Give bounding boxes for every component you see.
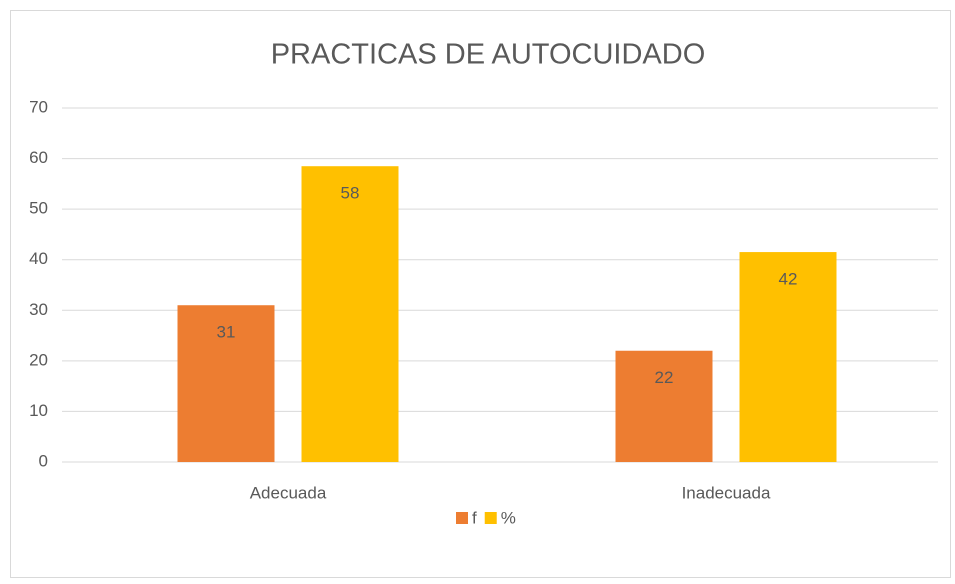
y-tick-label: 20 [29, 350, 48, 369]
bar [739, 252, 837, 462]
y-tick-label: 40 [29, 249, 48, 268]
legend-label: % [501, 508, 516, 527]
y-tick-label: 60 [29, 148, 48, 167]
data-label: 42 [779, 270, 798, 289]
bar [615, 350, 713, 462]
chart-title: PRACTICAS DE AUTOCUIDADO [271, 39, 706, 71]
bar [177, 305, 275, 462]
y-tick-label: 30 [29, 300, 48, 319]
y-tick-label: 0 [39, 451, 48, 470]
legend-swatch [484, 512, 497, 524]
x-tick-label: Adecuada [250, 483, 327, 502]
legend-label: f [472, 508, 477, 527]
legend-swatch [456, 512, 468, 524]
x-tick-label: Inadecuada [682, 483, 771, 502]
data-label: 22 [655, 368, 674, 387]
y-tick-label: 70 [29, 97, 48, 116]
data-label: 31 [217, 323, 236, 342]
y-tick-label: 10 [29, 401, 48, 420]
data-label: 58 [341, 184, 360, 203]
y-tick-label: 50 [29, 199, 48, 218]
bar [301, 166, 399, 463]
